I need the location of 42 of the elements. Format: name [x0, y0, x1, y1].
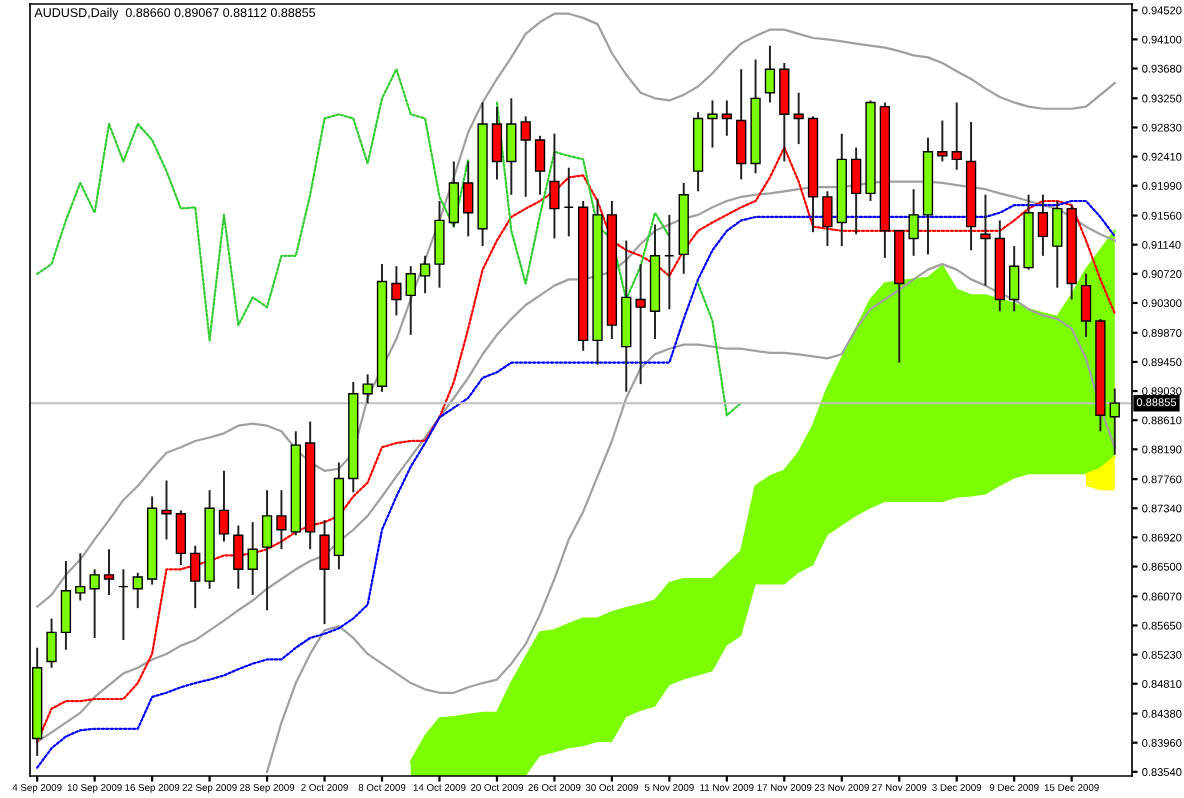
candlestick	[707, 99, 718, 149]
candlestick	[908, 188, 919, 257]
candlestick	[1009, 245, 1020, 313]
candlestick	[175, 509, 187, 567]
candlestick	[261, 489, 273, 612]
candlestick	[103, 548, 115, 596]
candlestick	[247, 521, 258, 596]
candlestick	[736, 68, 747, 181]
candlestick	[951, 101, 962, 171]
candlestick	[1052, 200, 1063, 289]
candlestick	[463, 160, 474, 238]
candlestick	[405, 265, 416, 336]
candlestick	[60, 560, 72, 651]
candlestick	[534, 134, 546, 196]
line-series	[265, 263, 1116, 773]
candlestick	[434, 200, 445, 289]
candlestick	[1080, 272, 1092, 338]
candlestick	[362, 373, 373, 405]
candlestick	[721, 99, 732, 137]
candlestick	[132, 571, 143, 610]
candlestick	[822, 190, 833, 248]
candlestick	[937, 119, 948, 163]
candlestick	[980, 193, 991, 287]
candlestick	[448, 160, 459, 228]
candlestick	[793, 91, 804, 146]
candlestick	[635, 263, 646, 386]
candlestick	[520, 115, 531, 198]
candlestick	[1037, 193, 1049, 257]
candlestick	[319, 519, 330, 626]
candlestick	[506, 97, 517, 196]
candlestick	[764, 44, 776, 104]
candlestick	[46, 617, 57, 669]
candlestick	[276, 489, 287, 551]
candlestick	[491, 105, 503, 181]
candlestick	[391, 265, 402, 317]
candlestick	[419, 254, 431, 295]
candlestick	[89, 568, 100, 639]
candlestick	[75, 552, 86, 602]
candlestick	[190, 544, 201, 610]
candlestick	[233, 524, 244, 590]
candlestick	[218, 469, 230, 543]
candlestick	[161, 479, 172, 541]
